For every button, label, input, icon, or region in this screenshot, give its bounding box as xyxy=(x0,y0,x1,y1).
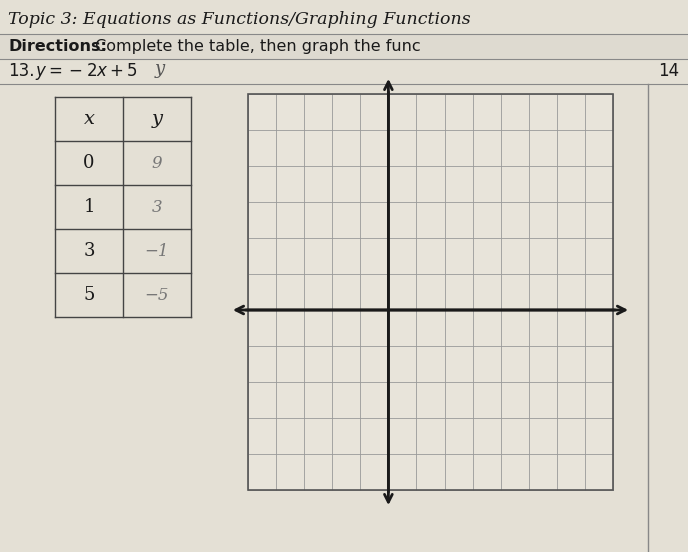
Bar xyxy=(0,34,688,59)
Text: y: y xyxy=(151,110,162,128)
Text: Directions:: Directions: xyxy=(8,39,107,54)
Bar xyxy=(248,94,613,490)
Text: 3: 3 xyxy=(83,242,95,260)
Text: −1: −1 xyxy=(144,242,169,259)
Text: 13.: 13. xyxy=(8,62,34,81)
Text: 0: 0 xyxy=(83,154,95,172)
Text: Complete the table, then graph the func: Complete the table, then graph the func xyxy=(90,39,420,54)
Text: Topic 3: Equations as Functions/Graphing Functions: Topic 3: Equations as Functions/Graphing… xyxy=(8,12,471,29)
Text: $y = -2x + 5$: $y = -2x + 5$ xyxy=(35,61,138,82)
Text: x: x xyxy=(83,110,94,128)
Text: 9: 9 xyxy=(151,155,162,172)
Text: 3: 3 xyxy=(151,199,162,215)
Text: 5: 5 xyxy=(83,286,95,304)
Bar xyxy=(248,94,613,490)
Text: y: y xyxy=(155,61,165,78)
Text: 1: 1 xyxy=(83,198,95,216)
Text: −5: −5 xyxy=(144,286,169,304)
Text: 14: 14 xyxy=(658,62,679,81)
